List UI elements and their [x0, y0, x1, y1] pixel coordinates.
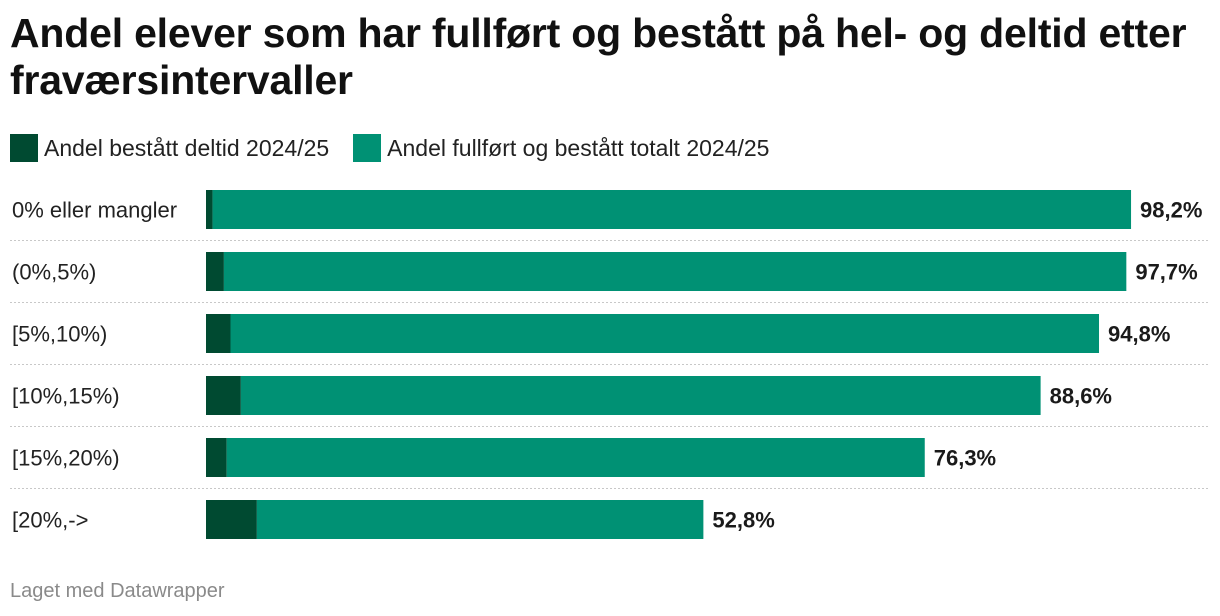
value-label: 94,8% [1108, 322, 1170, 347]
legend-item-deltid: Andel bestått deltid 2024/25 [10, 134, 329, 162]
value-label: 52,8% [712, 508, 774, 533]
legend-item-totalt: Andel fullført og bestått totalt 2024/25 [353, 134, 769, 162]
bar-segment-totalt [226, 438, 925, 477]
bar-segment-deltid [206, 252, 224, 291]
value-label: 97,7% [1135, 260, 1197, 285]
bar-segment-deltid [206, 314, 231, 353]
bar-chart: 0% eller mangler 98,2% (0%,5%) 97,7% [5%,10%… [10, 190, 1210, 539]
value-label: 76,3% [934, 446, 996, 471]
chart-title: Andel elever som har fullført og bestått… [10, 10, 1187, 103]
category-label: [15%,20%) [12, 446, 120, 471]
category-label: 0% eller mangler [12, 198, 177, 223]
category-label: [20%,-> [12, 508, 88, 533]
bar-segment-deltid [206, 500, 257, 539]
legend-swatch-totalt [353, 134, 382, 162]
bar-segment-totalt [256, 500, 704, 539]
credit-text: Laget med Datawrapper [10, 580, 225, 602]
legend-label-deltid: Andel bestått deltid 2024/25 [44, 134, 330, 161]
bar-segment-deltid [206, 376, 241, 415]
category-label: (0%,5%) [12, 260, 96, 285]
legend-swatch-deltid [10, 134, 38, 162]
legend: Andel bestått deltid 2024/25 Andel fullf… [10, 133, 793, 163]
value-label: 98,2% [1140, 198, 1202, 223]
value-label: 88,6% [1050, 384, 1112, 409]
bar-segment-totalt [212, 190, 1132, 229]
bar-segment-totalt [230, 314, 1100, 353]
legend-label-totalt: Andel fullført og bestått totalt 2024/25 [387, 134, 770, 161]
bar-segment-deltid [206, 438, 227, 477]
category-label: [10%,15%) [12, 384, 120, 409]
bar-segment-totalt [223, 252, 1127, 291]
category-label: [5%,10%) [12, 322, 107, 347]
bar-segment-deltid [206, 190, 213, 229]
bar-segment-totalt [240, 376, 1041, 415]
